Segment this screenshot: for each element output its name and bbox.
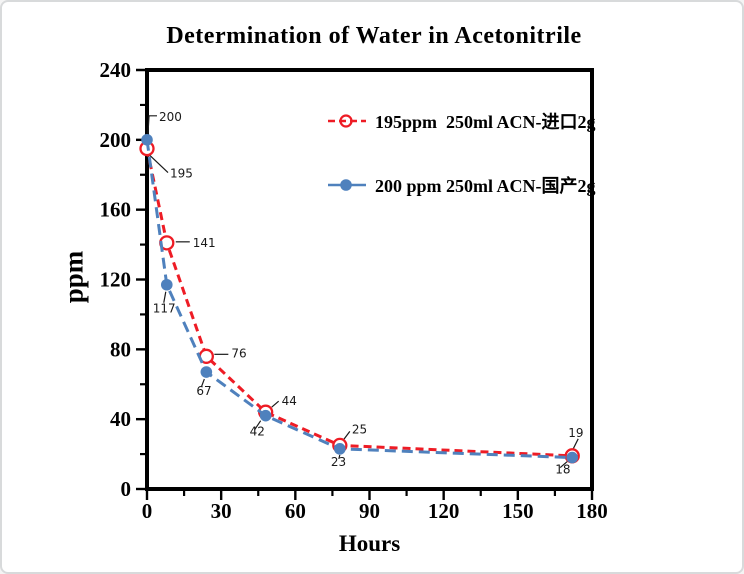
y-tick-label: 160: [100, 198, 132, 222]
y-tick-label: 0: [121, 477, 132, 501]
point-value-label: 23: [331, 455, 346, 469]
blue-data-point: [334, 443, 346, 455]
point-value-label: 19: [568, 426, 583, 440]
point-value-label: 195: [170, 167, 193, 181]
annotation-leader-line: [148, 154, 169, 173]
annotation-leader-line: [343, 430, 351, 440]
legend-entry-domestic: 200 ppm 250ml ACN-国产2g: [328, 172, 596, 198]
blue-data-point: [200, 366, 213, 378]
legend-marker-red-dashed-open-circle-icon: [328, 114, 366, 128]
annotation-leader-line: [147, 115, 157, 134]
x-tick-label: 60: [285, 499, 306, 523]
x-axis-title: Hours: [338, 531, 401, 556]
blue-data-point: [141, 134, 153, 146]
blue-data-point: [259, 409, 272, 422]
y-tick-label: 240: [100, 58, 132, 82]
legend-entry-imported: 195ppm 250ml ACN-进口2g: [328, 108, 596, 134]
annotation-leader-line: [559, 461, 568, 469]
point-value-label: 76: [231, 346, 246, 360]
point-value-label: 141: [193, 236, 216, 250]
annotation-leader-line: [254, 420, 262, 431]
blue-data-point: [566, 451, 579, 464]
plot-frame: [145, 68, 594, 491]
x-tick-label: 0: [142, 499, 153, 523]
x-tick-label: 180: [576, 499, 608, 523]
legend-marker-blue-line-filled-circle-icon: [328, 179, 366, 191]
annotation-leader-line: [163, 291, 167, 303]
point-value-label: 67: [196, 384, 211, 398]
y-tick-label: 200: [100, 128, 132, 152]
x-tick-label: 30: [211, 499, 232, 523]
red-series-line: [145, 148, 573, 458]
y-tick-label: 40: [110, 407, 131, 431]
x-tick-label: 120: [428, 499, 460, 523]
point-value-label: 25: [352, 422, 367, 436]
chart-title: Determination of Water in Acetonitrile: [166, 23, 582, 49]
legend-label-domestic: 200 ppm 250ml ACN-国产2g: [375, 176, 596, 196]
point-value-label: 200: [159, 110, 182, 124]
point-value-label: 18: [555, 463, 570, 477]
annotation-leader-line: [200, 378, 205, 388]
point-value-label: 42: [250, 425, 265, 439]
x-tick-label: 90: [359, 499, 380, 523]
point-value-label: 117: [153, 302, 176, 316]
point-value-label: 44: [282, 394, 297, 408]
blue-series-line: [145, 139, 573, 460]
legend-label-imported: 195ppm 250ml ACN-进口2g: [375, 112, 596, 132]
annotation-leader-line: [271, 400, 280, 408]
x-tick-label: 150: [502, 499, 534, 523]
annotation-leader-line: [572, 438, 579, 450]
y-tick-label: 80: [110, 337, 131, 361]
annotation-leader-line: [338, 454, 341, 459]
blue-data-point: [160, 278, 173, 291]
y-tick-label: 120: [100, 268, 132, 292]
